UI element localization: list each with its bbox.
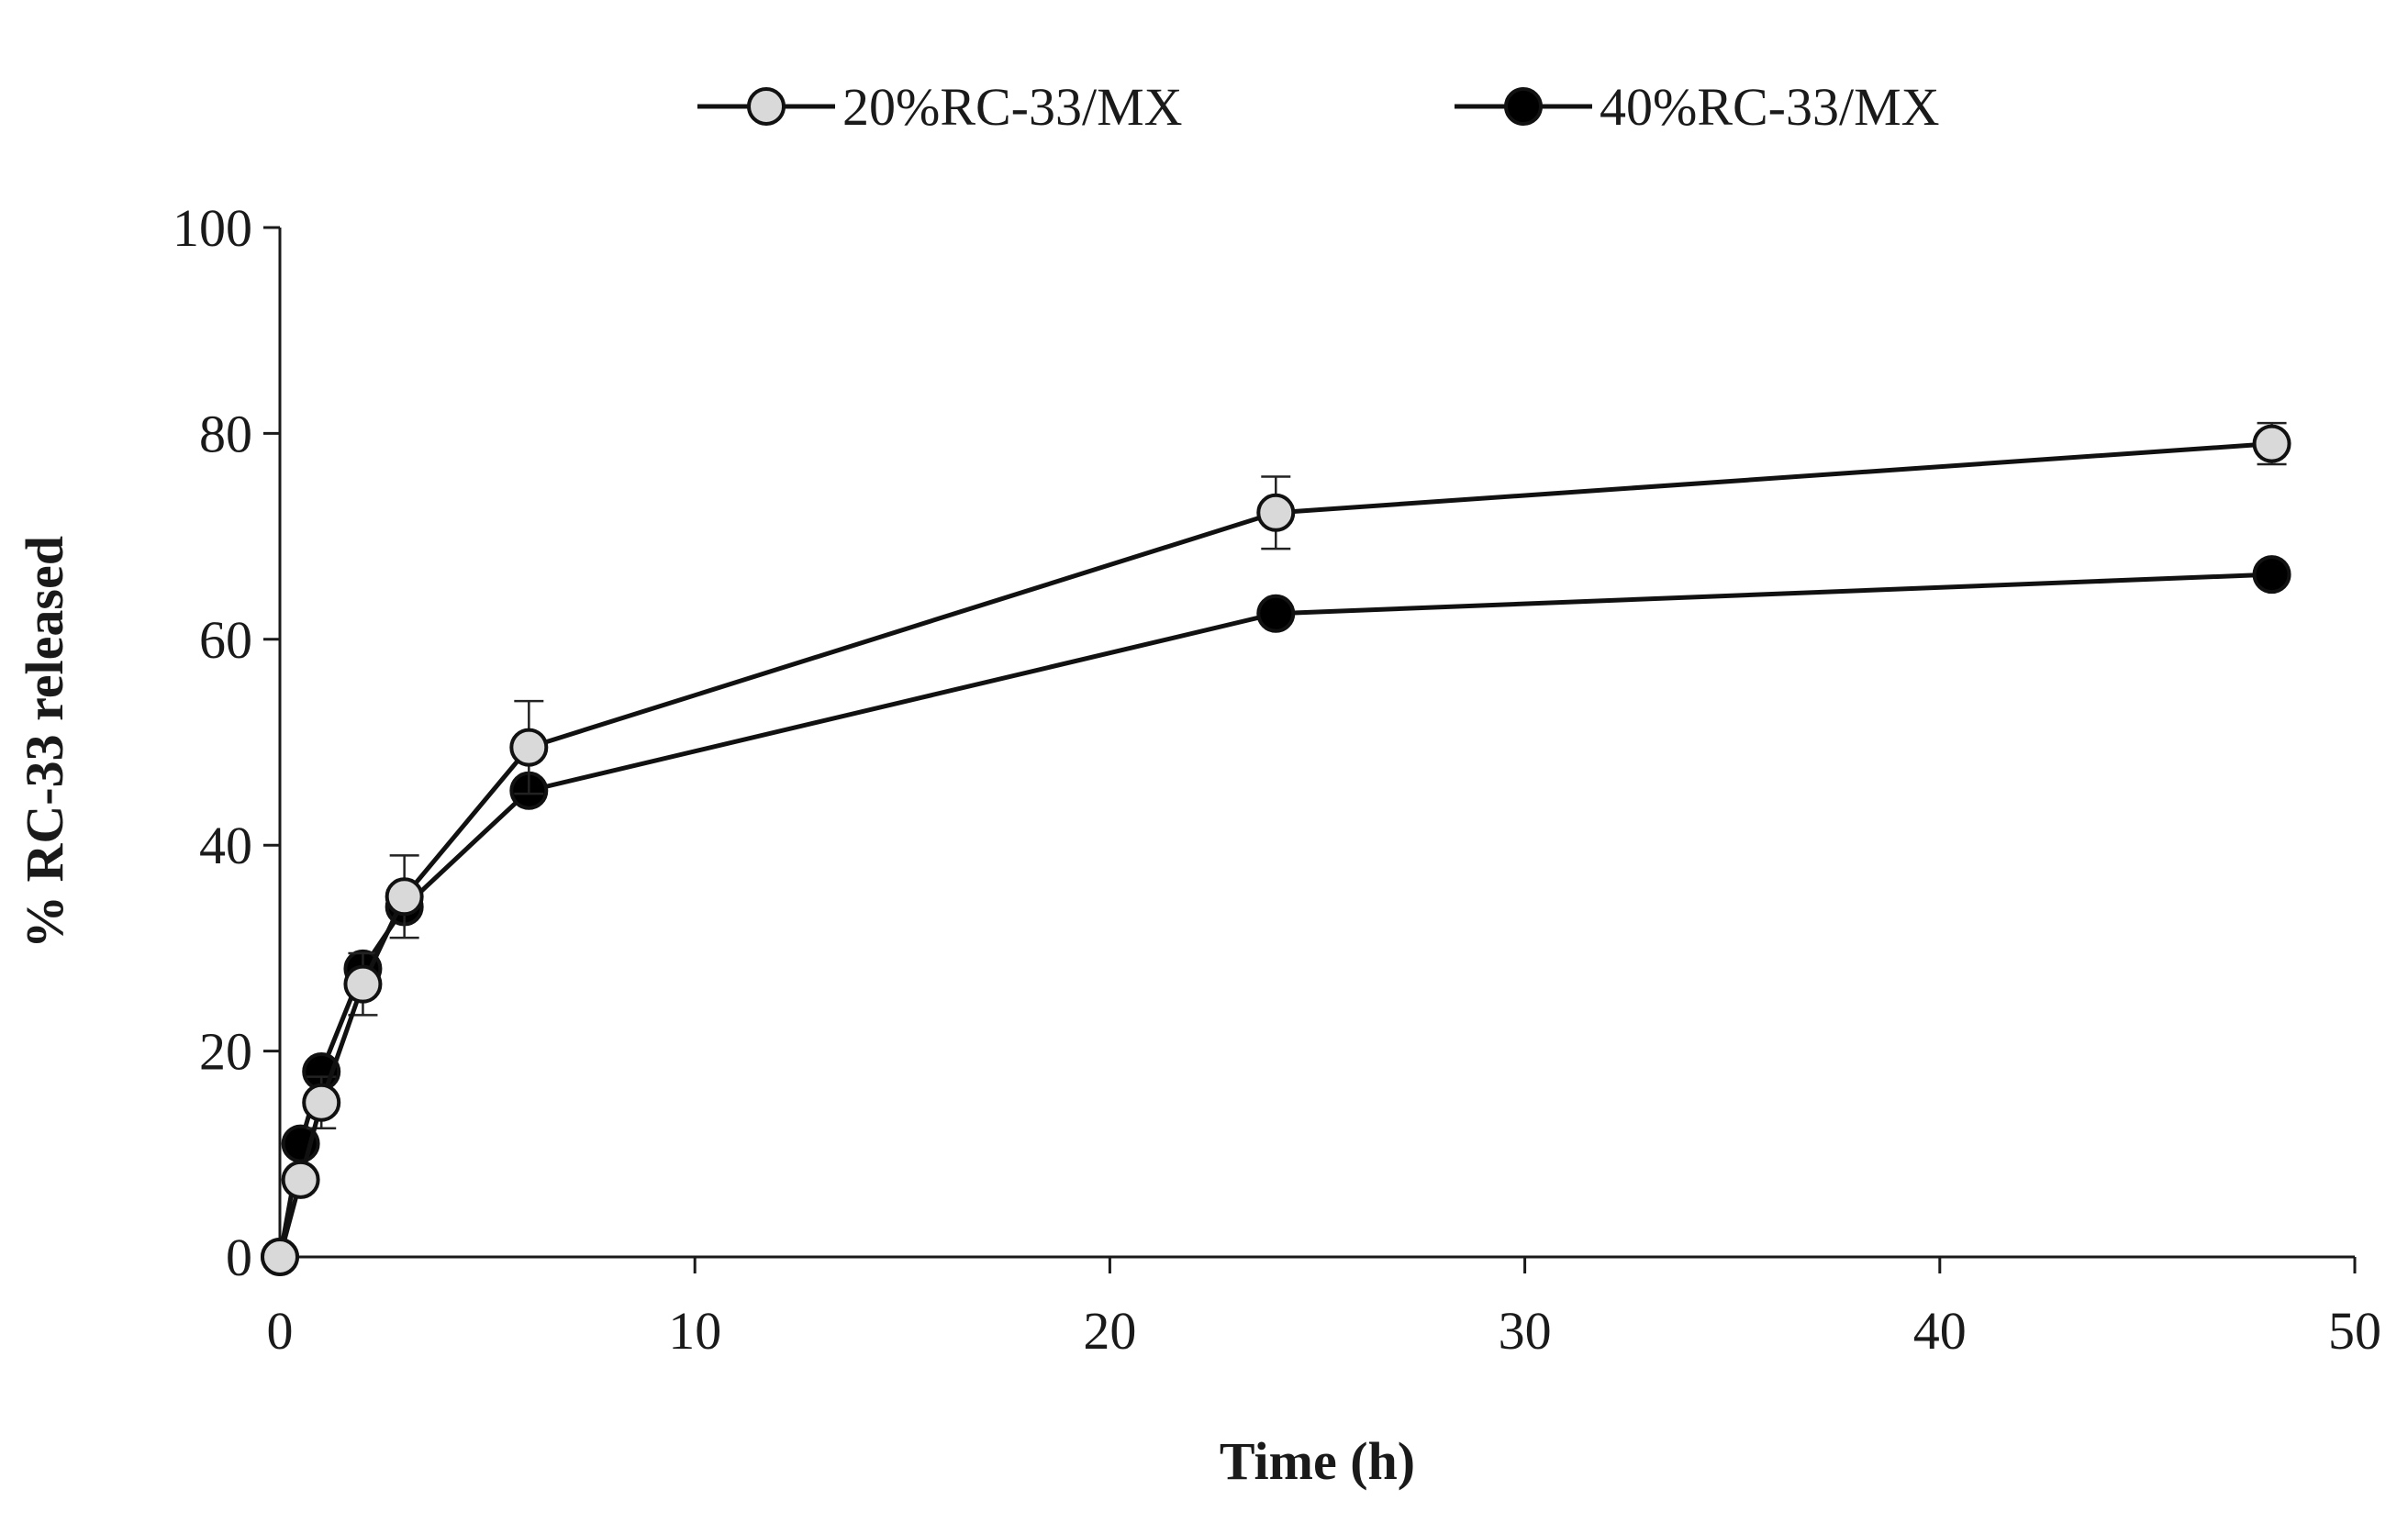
series-layer <box>261 421 2291 1276</box>
legend: 20%RC-33/MX 40%RC-33/MX <box>697 77 1940 137</box>
data-point <box>2252 555 2291 595</box>
legend-marker <box>1504 87 1543 126</box>
series-20pct-line <box>277 441 2272 1258</box>
x-axis-title: Time (h) <box>1220 1431 1415 1491</box>
x-tick-label: 40 <box>1913 1301 1967 1361</box>
x-tick-label: 0 <box>267 1301 294 1361</box>
y-tick-label: 100 <box>173 198 252 258</box>
data-point <box>343 964 383 1004</box>
legend-item: 40%RC-33/MX <box>1455 77 1940 137</box>
data-point <box>509 728 549 767</box>
x-tick-label: 30 <box>1499 1301 1552 1361</box>
y-ticks: 0 20 40 60 80 100 <box>173 198 280 1287</box>
series-40pct-line <box>277 572 2272 1258</box>
axes <box>278 228 2355 1259</box>
data-point <box>281 1160 320 1199</box>
y-tick-label: 20 <box>199 1022 252 1082</box>
y-tick-label: 80 <box>199 404 252 463</box>
legend-label: 20%RC-33/MX <box>842 77 1183 137</box>
data-point <box>302 1083 341 1122</box>
data-point <box>385 877 424 917</box>
legend-marker <box>747 87 786 126</box>
x-tick-label: 20 <box>1083 1301 1136 1361</box>
y-tick-label: 0 <box>226 1228 252 1287</box>
data-point <box>2252 424 2291 463</box>
series-40pct <box>261 555 2291 1276</box>
x-tick-label: 10 <box>668 1301 721 1361</box>
legend-item: 20%RC-33/MX <box>697 77 1183 137</box>
data-point <box>261 1238 299 1276</box>
legend-label: 40%RC-33/MX <box>1600 77 1940 137</box>
y-axis-title: % RC-33 released <box>15 536 74 949</box>
data-point <box>1256 594 1296 633</box>
series-20pct <box>261 421 2291 1276</box>
y-tick-label: 60 <box>199 610 252 670</box>
x-tick-label: 50 <box>2328 1301 2381 1361</box>
y-tick-label: 40 <box>199 816 252 875</box>
x-ticks: 0 10 20 30 40 50 <box>267 1257 2381 1361</box>
data-point <box>1256 493 1296 532</box>
